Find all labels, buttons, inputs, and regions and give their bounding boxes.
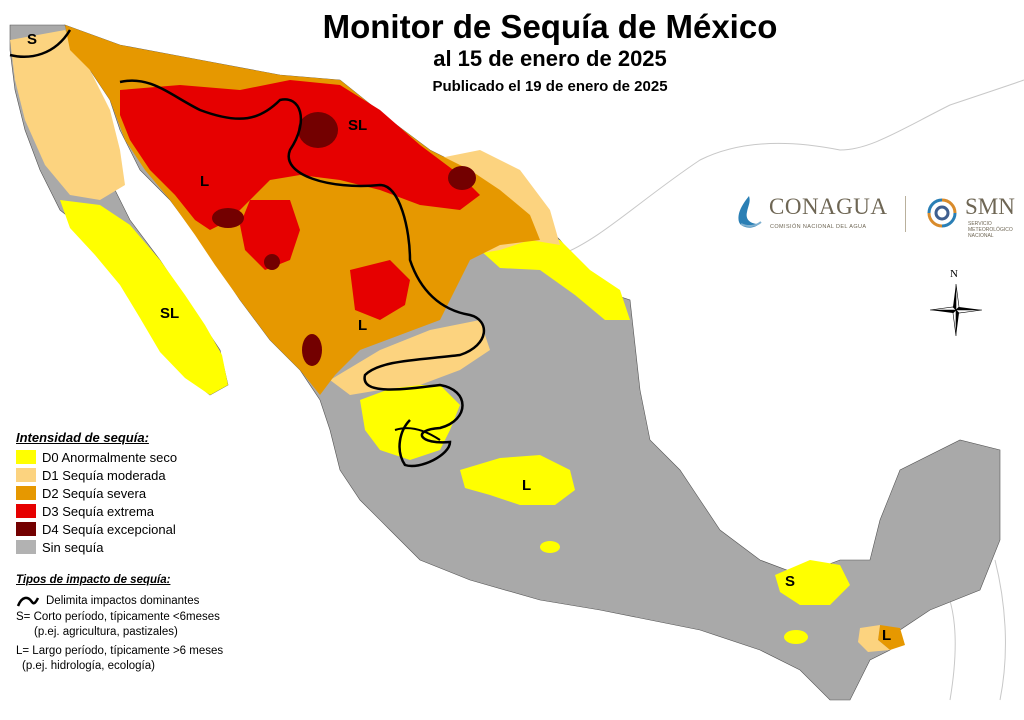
conagua-logo-icon	[738, 196, 762, 228]
area-d4-chihuahua	[298, 112, 338, 148]
area-d3	[120, 80, 480, 230]
published-date: Publicado el 19 de enero de 2025	[432, 78, 668, 95]
us-coastline	[559, 79, 1024, 256]
impact-legend-title: Tipos de impacto de sequía:	[16, 574, 171, 586]
legend-label-d3: D3 Sequía extrema	[42, 503, 155, 519]
area-d4-sinaloa	[302, 334, 322, 366]
smn-logo-icon	[927, 198, 957, 228]
impact-long-line2: (p.ej. hidrología, ecología)	[22, 660, 155, 672]
impact-boundary-north	[119, 79, 486, 468]
impact-short-line2: (p.ej. agricultura, pastizales)	[34, 626, 178, 638]
area-d4-coahuila	[448, 166, 476, 190]
area-d4-sonora	[212, 208, 244, 228]
area-d1-north	[330, 320, 490, 395]
legend-label-d2: D2 Sequía severa	[42, 485, 147, 501]
legend-item-d1: D1 Sequía moderada	[16, 466, 266, 484]
legend-item-d0: D0 Anormalmente seco	[16, 448, 266, 466]
area-d0-small-1	[784, 630, 808, 644]
area-d3-west	[240, 200, 300, 270]
legend-swatch-d0	[16, 450, 36, 464]
drought-legend: Intensidad de sequía: D0 Anormalmente se…	[16, 430, 266, 556]
area-d1	[10, 30, 125, 200]
conagua-logo-text: CONAGUA	[769, 194, 888, 219]
impact-short-line1: S= Corto período, típicamente <6meses	[16, 611, 220, 623]
conagua-logo-subtitle: COMISIÓN NACIONAL DEL AGUA	[770, 224, 867, 230]
impact-legend: Tipos de impacto de sequía: Delimita imp…	[16, 574, 276, 674]
legend-swatch-d2	[16, 486, 36, 500]
smn-logo-subtitle: SERVICIO METEOROLÓGICO NACIONAL	[968, 221, 1013, 239]
legend-item-d3: D3 Sequía extrema	[16, 502, 266, 520]
impact-boundary-baja	[9, 29, 72, 58]
map-label-l-durango: L	[358, 317, 367, 334]
legend-label-none: Sin sequía	[42, 539, 104, 555]
map-label-l-bajio: L	[522, 477, 531, 494]
north-arrow: N	[928, 268, 984, 338]
impact-boundary-label: Delimita impactos dominantes	[46, 595, 200, 607]
impact-boundary-item: Delimita impactos dominantes	[16, 594, 276, 608]
legend-label-d1: D1 Sequía moderada	[42, 467, 166, 483]
page-title: Monitor de Sequía de México	[322, 8, 778, 45]
area-d3-south	[350, 260, 410, 320]
page-subtitle: al 15 de enero de 2025	[433, 46, 667, 71]
area-d2-chiapas	[878, 625, 905, 650]
legend-swatch-none	[16, 540, 36, 554]
impact-boundary-central	[394, 427, 441, 441]
map-label-l-sonora: L	[200, 173, 209, 190]
legend-swatch-d4	[16, 522, 36, 536]
area-d0	[60, 200, 228, 395]
map-label-sl-baja: SL	[160, 305, 179, 322]
north-letter: N	[950, 268, 958, 280]
smn-logo-text: SMN	[965, 194, 1015, 219]
map-label-s-southeast: S	[785, 573, 795, 590]
logos: CONAGUA COMISIÓN NACIONAL DEL AGUA SMN S…	[733, 190, 1023, 240]
legend-item-none: Sin sequía	[16, 538, 266, 556]
area-d0-small-2	[540, 541, 560, 553]
map-label-sl-north: SL	[348, 117, 367, 134]
legend-label-d0: D0 Anormalmente seco	[42, 449, 178, 465]
area-d0-southeast	[775, 560, 850, 605]
logo-divider	[905, 196, 906, 232]
area-d1-chiapas	[858, 625, 890, 652]
legend-item-d4: D4 Sequía excepcional	[16, 520, 266, 538]
area-d4-durango	[264, 254, 280, 270]
map-label-s-northwest: S	[27, 31, 37, 48]
legend-swatch-d1	[16, 468, 36, 482]
legend-swatch-d3	[16, 504, 36, 518]
impact-long-line1: L= Largo período, típicamente >6 meses	[16, 645, 224, 657]
boundary-line-icon	[16, 596, 40, 607]
legend-label-d4: D4 Sequía excepcional	[42, 521, 176, 537]
compass-rose-icon	[929, 283, 983, 337]
legend-item-d2: D2 Sequía severa	[16, 484, 266, 502]
map-label-l-chiapas: L	[882, 627, 891, 644]
area-d0-northeast	[480, 235, 630, 320]
area-d0-bajio	[460, 455, 575, 505]
legend-title: Intensidad de sequía:	[16, 430, 149, 445]
